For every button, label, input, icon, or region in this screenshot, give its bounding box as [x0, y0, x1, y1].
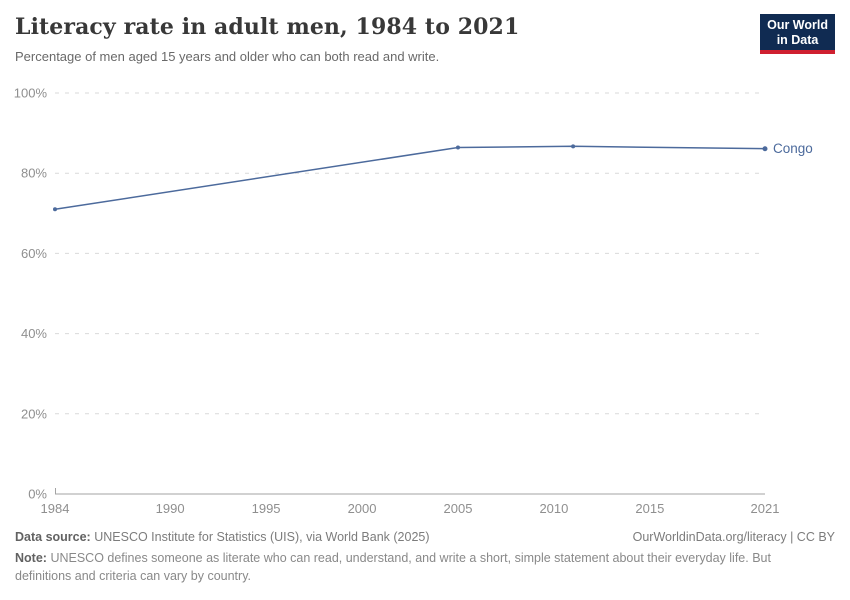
x-tick-label: 1990: [156, 501, 185, 516]
y-gridlines: [55, 92, 765, 495]
chart-subtitle: Percentage of men aged 15 years and olde…: [15, 49, 440, 64]
note-label: Note:: [15, 551, 47, 565]
owid-logo-line1: Our World: [767, 18, 828, 32]
series-label-congo[interactable]: Congo: [773, 141, 813, 156]
owid-logo[interactable]: Our World in Data: [760, 14, 835, 54]
chart-header: Literacy rate in adult men, 1984 to 2021…: [15, 14, 750, 64]
y-tick-label: 100%: [14, 86, 48, 101]
line-chart[interactable]: 0% 20% 40% 60% 80% 100% 1984 1990 1995 2000 2005 20…: [0, 85, 850, 520]
data-source: Data source: UNESCO Institute for Statis…: [15, 530, 430, 544]
x-axis-labels: 1984 1990 1995 2000 2005 2010 2015 2021: [41, 501, 780, 516]
data-point-congo-2005[interactable]: [455, 145, 460, 150]
x-tick-label: 2021: [751, 501, 780, 516]
x-tick-label: 2000: [348, 501, 377, 516]
plot-area[interactable]: 0% 20% 40% 60% 80% 100% 1984 1990 1995 2000 2005 20…: [0, 85, 850, 520]
x-tick-label: 2005: [444, 501, 473, 516]
data-source-text: UNESCO Institute for Statistics (UIS), v…: [94, 530, 430, 544]
data-point-congo-2011[interactable]: [571, 144, 576, 149]
y-tick-label: 60%: [21, 246, 47, 261]
y-tick-label: 20%: [21, 406, 47, 421]
y-tick-label: 40%: [21, 326, 47, 341]
chart-note: Note: UNESCO defines someone as literate…: [15, 549, 799, 585]
x-tick-label: 2010: [539, 501, 568, 516]
x-tick-label: 1995: [252, 501, 281, 516]
y-axis-labels: 0% 20% 40% 60% 80% 100%: [14, 86, 48, 502]
data-source-label: Data source:: [15, 530, 91, 544]
chart-footer: Data source: UNESCO Institute for Statis…: [15, 530, 835, 585]
x-tick-label: 1984: [41, 501, 70, 516]
data-point-congo-2021[interactable]: [762, 146, 768, 152]
note-text: UNESCO defines someone as literate who c…: [15, 551, 771, 584]
y-tick-label: 0%: [28, 487, 47, 502]
x-tick-label: 2015: [635, 501, 664, 516]
source-row: Data source: UNESCO Institute for Statis…: [15, 530, 835, 544]
chart-title: Literacy rate in adult men, 1984 to 2021: [15, 14, 520, 40]
series-line-congo[interactable]: [54, 145, 766, 211]
owid-license-link[interactable]: OurWorldinData.org/literacy | CC BY: [632, 530, 835, 544]
y-tick-label: 80%: [21, 166, 47, 181]
owid-logo-line2: in Data: [776, 32, 819, 47]
data-point-congo-1984[interactable]: [53, 207, 57, 212]
